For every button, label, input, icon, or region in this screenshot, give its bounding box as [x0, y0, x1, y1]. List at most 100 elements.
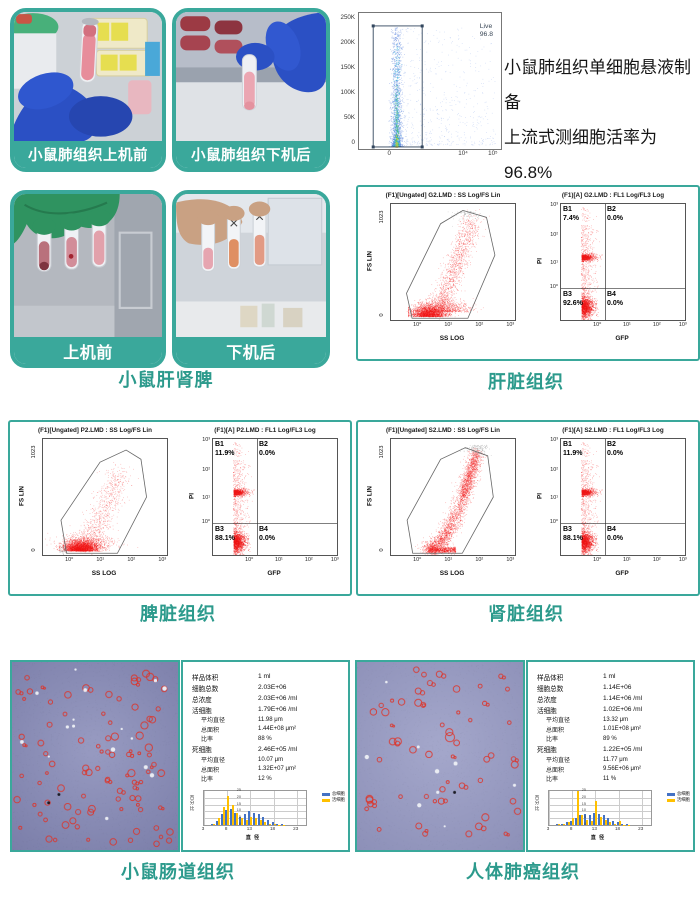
stat-value: 1.02E+06 /ml — [603, 706, 643, 713]
photo-label-organs-before: 上机前 — [14, 337, 162, 364]
stats-row: 总面积 1.32E+07 μm² — [192, 764, 346, 774]
histogram-y-tick: 10 — [581, 808, 586, 813]
histogram-bar-live — [227, 796, 230, 825]
histogram-bar-total — [598, 814, 600, 825]
histogram-bar-live — [581, 815, 584, 825]
y-label-char: 分 — [189, 800, 195, 806]
stat-value: 2.46E+05 /ml — [258, 745, 298, 753]
stat-label: 平均直径 — [546, 758, 571, 765]
stats-row: 比率 11 % — [537, 774, 691, 784]
histogram-y-tick: 10 — [236, 808, 241, 813]
histogram-bar-live — [558, 824, 561, 825]
histogram-plot-area — [203, 790, 307, 826]
stat-label: 死细胞 — [537, 747, 557, 755]
stat-label: 细胞总数 — [192, 685, 219, 693]
histogram-y-tick: 20 — [581, 794, 586, 799]
stats-row: 细胞总数 2.03E+06 — [192, 682, 346, 693]
gridline — [618, 791, 620, 825]
plot-title: (F1)[A] S2.LMD : FL1 Log/FL3 Log — [562, 427, 664, 434]
stats-row: 总浓度 2.03E+06 /ml — [192, 693, 346, 704]
stat-label: 样品体积 — [537, 674, 564, 682]
y-tick-label: 150K — [340, 63, 355, 71]
cell-count-stats: 样品体积 1 ml 细胞总数 1.14E+06 总浓度 1.14E+06 /ml 活细胞 1.… — [537, 671, 691, 784]
x-axis-label: SS LOG — [91, 570, 117, 577]
legend-label: 活细胞 — [676, 797, 690, 802]
legend-entry: 活细胞 — [321, 797, 345, 803]
y-tick-label: 10³ — [202, 436, 210, 443]
histogram-y-tick: 15 — [236, 801, 241, 806]
histogram-bar-total — [276, 823, 279, 825]
photo-label-lung-after: 小鼠肺组织下机后 — [176, 141, 326, 168]
histogram-bar-live — [576, 791, 579, 825]
histogram-x-tick: 8 — [224, 826, 228, 831]
legend-swatch — [321, 798, 330, 802]
stat-label: 活细胞 — [192, 707, 212, 715]
histogram-bar-total — [602, 815, 605, 825]
microscopy-image-lung-cancer — [355, 660, 525, 852]
histogram-bar-live — [613, 823, 616, 825]
histogram-bar-total — [234, 812, 237, 825]
legend-swatch — [666, 798, 675, 802]
histogram-bar-live — [259, 819, 262, 825]
flow-scatter-component: (F1)[Ungated] S2.LMD : SS Log/FS Lin FS L… — [360, 422, 526, 590]
y-tick-label: 0 — [379, 548, 385, 552]
note-line-2: 上流式测细胞活率为96.8% — [504, 128, 657, 182]
stat-label: 活细胞 — [537, 707, 557, 715]
quadrant-name-label: B3 — [215, 526, 224, 533]
x-tick-label: 10⁴ — [458, 150, 468, 157]
histogram-x-axis-label: 直径 — [590, 835, 608, 841]
x-axis-label: SS LOG — [439, 570, 465, 577]
flow-panel-liver: (F1)[Ungated] G2.LMD : SS Log/FS Lin FS L… — [356, 185, 700, 361]
x-axis-label: SS LOG — [439, 335, 465, 342]
x-tick-label: 10¹ — [444, 557, 453, 563]
scatter-plot-area — [390, 438, 516, 556]
caption-kidney: 肾脏组织 — [488, 604, 564, 624]
histogram-bar-live — [567, 822, 570, 825]
histogram-bar-total — [215, 820, 218, 825]
histogram-bar-total — [262, 816, 265, 825]
x-axis-label: GFP — [615, 335, 629, 342]
histogram-bar-total — [574, 818, 577, 825]
stats-row: 平均直径 13.32 μm — [537, 715, 691, 725]
photo-lung-after-illustration — [176, 12, 326, 142]
histogram-x-tick: 18 — [614, 826, 621, 831]
y-tick-label: 10³ — [550, 201, 558, 208]
stat-label: 总面积 — [546, 767, 565, 774]
gridline — [549, 804, 651, 806]
stat-label: 死细胞 — [192, 747, 212, 755]
histogram-x-tick: 13 — [246, 826, 252, 831]
histogram-x-tick: 8 — [569, 826, 573, 831]
caption-lung-cancer: 人体肺癌组织 — [466, 862, 580, 882]
legend-entry: 总细胞 — [666, 791, 690, 797]
stat-value: 9.56E+06 μm² — [603, 766, 641, 773]
histogram-bar-total — [271, 822, 274, 825]
legend-label: 总细胞 — [676, 791, 690, 796]
gridline — [273, 791, 275, 825]
plot-title: (F1)[Ungated] S2.LMD : SS Log/FS Lin — [385, 427, 501, 434]
histogram-bar-live — [609, 822, 612, 825]
histogram-bar-live — [572, 818, 575, 825]
histogram-y-tick: 0 — [238, 822, 241, 826]
y-tick-label: 0 — [379, 313, 385, 317]
stat-label: 细胞总数 — [537, 685, 564, 693]
histogram-bar-live — [245, 819, 248, 825]
quadrant-name-label: B2 — [607, 441, 616, 448]
y-tick-label: 1023 — [379, 210, 385, 224]
stat-value: 11.98 μm — [258, 716, 283, 723]
stat-value: 10.07 μm — [258, 756, 284, 763]
gridline — [204, 804, 306, 806]
photo-card-lung-before: 小鼠肺组织上机前 — [10, 8, 166, 172]
histogram-x-tick: 23 — [638, 826, 644, 831]
histogram-bar-total — [257, 814, 260, 825]
histogram-bar-total — [220, 814, 223, 825]
cell-count-panel-intestine: 样品体积 1 ml 细胞总数 2.03E+06 总浓度 2.03E+06 /ml 活细胞 1.… — [181, 660, 350, 852]
histogram-bar-live — [217, 818, 220, 825]
gridline — [250, 791, 251, 825]
quadrant-name-label: B4 — [259, 526, 268, 533]
stat-label: 比率 — [201, 737, 214, 744]
stat-label: 总面积 — [546, 727, 565, 734]
histogram-bar-total — [579, 815, 582, 825]
stat-value: 2.03E+06 /ml — [258, 695, 298, 702]
histogram-bar-live — [241, 818, 244, 825]
quadrant-canvas — [561, 204, 685, 320]
